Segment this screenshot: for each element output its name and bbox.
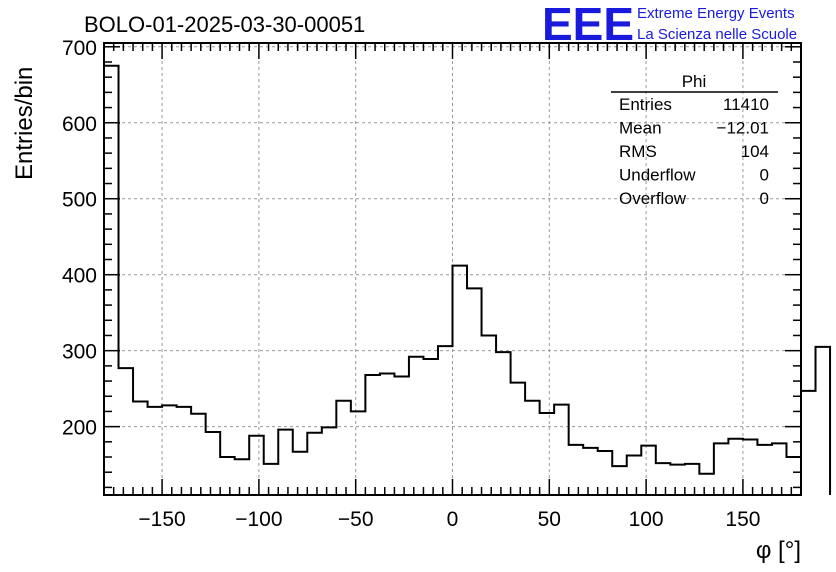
- histogram-bin: [409, 357, 424, 495]
- axis-ticks: [104, 43, 801, 495]
- histogram-bin: [307, 433, 322, 495]
- logo-line2: La Scienza nelle Scuole: [637, 26, 797, 43]
- histogram-bin: [612, 466, 627, 495]
- stats-label: Overflow: [619, 189, 687, 208]
- eee-logo: EEE Extreme Energy Events La Scienza nel…: [542, 0, 797, 50]
- histogram-bin: [525, 401, 540, 495]
- histogram-bin: [685, 464, 700, 495]
- histogram-bin: [133, 402, 148, 495]
- histogram-bin: [656, 463, 671, 495]
- histogram-bin: [598, 451, 613, 495]
- x-tick-label: 150: [725, 508, 760, 531]
- histogram-bin: [641, 446, 656, 495]
- x-axis-title: φ [°]: [756, 537, 801, 564]
- y-tick-label: 400: [62, 265, 97, 288]
- histogram-bin: [380, 373, 395, 495]
- histogram-bin: [148, 407, 163, 495]
- histogram-bin: [627, 455, 642, 495]
- histogram-bin: [104, 66, 119, 495]
- x-tick-label: 50: [538, 508, 561, 531]
- histogram-bin: [816, 347, 831, 495]
- histogram-bin: [191, 414, 206, 495]
- stats-value: 11410: [723, 95, 769, 114]
- histogram-bin: [728, 439, 743, 495]
- stats-title: Phi: [682, 72, 707, 91]
- y-tick-label: 600: [62, 113, 97, 136]
- histogram-bin: [206, 432, 221, 495]
- y-tick-labels: 200 300 400 500 600 700: [62, 37, 97, 440]
- histogram-bin: [699, 474, 714, 495]
- histogram-bin: [162, 405, 177, 495]
- x-tick-label: −100: [235, 508, 282, 531]
- stats-rows: Entries 11410 Mean −12.01 RMS 104 Underflow 0 Ov…: [619, 95, 769, 208]
- chart-title: BOLO-01-2025-03-30-00051: [84, 12, 365, 37]
- histogram-bin: [583, 448, 598, 495]
- histogram-bin: [322, 427, 337, 495]
- histogram-bin: [336, 401, 351, 495]
- histogram-bin: [540, 413, 555, 495]
- histogram-bin: [249, 436, 264, 495]
- x-tick-label: 100: [629, 508, 664, 531]
- histogram-bin: [365, 375, 380, 495]
- x-tick-label: −50: [338, 508, 374, 531]
- x-tick-label: −150: [138, 508, 185, 531]
- y-tick-label: 300: [62, 341, 97, 364]
- y-tick-label: 700: [62, 37, 97, 60]
- stats-box: Phi Entries 11410 Mean −12.01 RMS 104 Underflo…: [611, 72, 778, 208]
- histogram-bin: [220, 457, 235, 495]
- histogram-bin: [670, 465, 685, 495]
- histogram-bin: [801, 391, 816, 495]
- histogram-bin: [394, 376, 409, 495]
- histogram-bin: [714, 443, 729, 495]
- stats-label: Entries: [619, 95, 672, 114]
- histogram-bin: [453, 266, 468, 495]
- stats-value: −12.01: [717, 119, 769, 138]
- histogram-bin: [467, 288, 482, 495]
- histogram-bin: [119, 368, 134, 495]
- x-tick-labels: −150 −100 −50 0 50 100 150: [138, 508, 760, 531]
- stats-value: 0: [760, 166, 769, 185]
- y-axis-title: Entries/bin: [11, 67, 38, 180]
- histogram-bin: [264, 464, 279, 495]
- y-tick-label: 500: [62, 189, 97, 212]
- stats-value: 0: [760, 189, 769, 208]
- logo-line1: Extreme Energy Events: [637, 5, 795, 22]
- histogram-bin: [786, 457, 801, 495]
- histogram-bin: [743, 440, 758, 495]
- histogram-bin: [511, 383, 526, 495]
- histogram-bin: [496, 352, 511, 495]
- histogram-bin: [482, 335, 497, 495]
- histogram-bin: [554, 405, 569, 495]
- stats-label: Underflow: [619, 166, 696, 185]
- y-tick-label: 200: [62, 417, 97, 440]
- histogram-series: [103, 64, 832, 495]
- histogram-bin: [278, 430, 293, 495]
- logo-mark: EEE: [542, 0, 634, 50]
- histogram-bin: [293, 452, 308, 495]
- histogram-outline: [103, 64, 832, 495]
- histogram-bin: [235, 459, 250, 495]
- stats-value: 104: [741, 142, 769, 161]
- histogram-bin: [438, 346, 453, 495]
- x-tick-label: 0: [447, 508, 459, 531]
- histogram-bin: [351, 411, 366, 495]
- stats-label: Mean: [619, 119, 662, 138]
- histogram-bin: [772, 443, 787, 495]
- stats-label: RMS: [619, 142, 657, 161]
- histogram-bin: [177, 407, 192, 495]
- histogram-bin: [569, 445, 584, 495]
- plot-frame: [103, 42, 802, 496]
- histogram-bin: [757, 445, 772, 495]
- histogram-bin: [423, 359, 438, 495]
